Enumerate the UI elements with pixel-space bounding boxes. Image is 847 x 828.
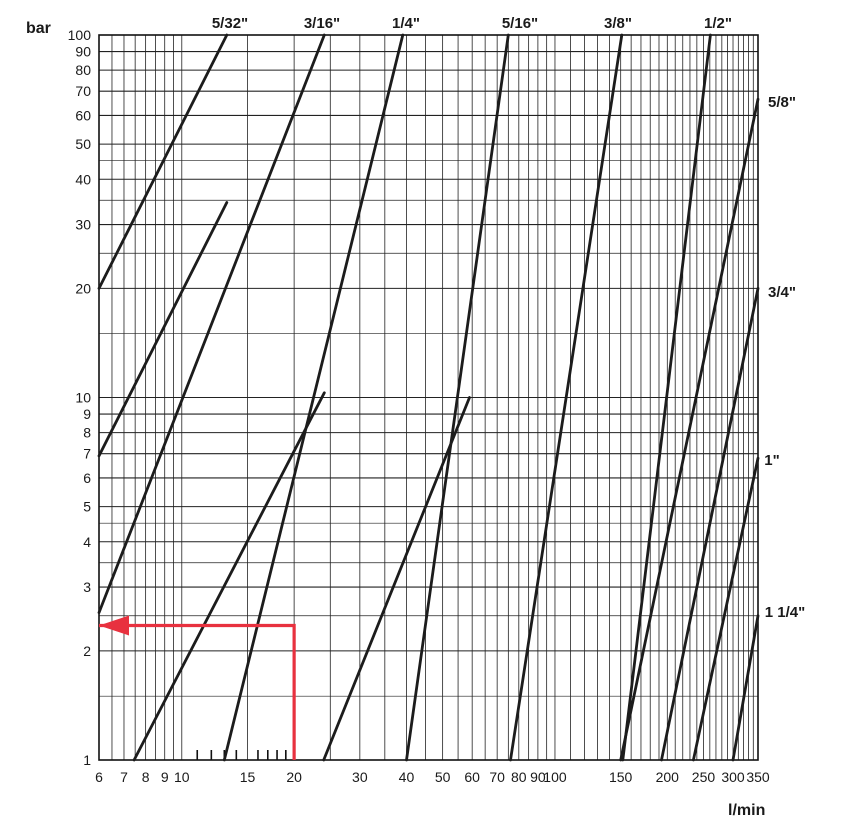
x-tick-label: 7 [120,769,128,785]
annotation-arrow-head [99,615,129,636]
x-tick-label: 50 [435,769,451,785]
y-tick-label: 9 [83,406,91,422]
y-tick-label: 1 [83,752,91,768]
x-tick-label: 90 [530,769,546,785]
x-tick-label: 60 [464,769,480,785]
x-tick-label: 40 [399,769,415,785]
series-line [132,391,326,762]
series-line [97,33,229,290]
x-tick-label: 200 [656,769,680,785]
series-line [509,33,624,762]
series-label: 3/8" [604,15,632,32]
series-label: 1" [764,452,779,469]
series-line [97,33,326,614]
x-tick-label: 70 [489,769,505,785]
x-tick-label: 250 [692,769,716,785]
series-label: 5/8" [768,94,796,111]
series-line [660,286,760,762]
series-label: 5/16" [502,15,538,32]
x-tick-label: 15 [240,769,256,785]
y-axis-label: bar [26,20,51,37]
y-tick-label: 8 [83,425,91,441]
x-tick-label: 9 [161,769,169,785]
series-label: 1 1/4" [765,604,805,621]
series-line [731,614,760,762]
x-tick-label: 30 [352,769,368,785]
series-line [97,201,229,458]
chart-annotation [99,615,296,760]
y-tick-label: 80 [75,62,91,78]
x-tick-label: 150 [609,769,633,785]
y-tick-label: 30 [75,217,91,233]
series-line [322,396,471,762]
y-tick-label: 6 [83,470,91,486]
series-label: 3/4" [768,284,796,301]
x-tick-label: 10 [174,769,190,785]
chart-curves [97,33,760,762]
y-tick-label: 4 [83,534,91,550]
x-tick-label: 80 [511,769,527,785]
y-tick-label: 50 [75,136,91,152]
x-axis-label: l/min [728,802,765,819]
series-line [222,33,405,762]
x-tick-label: 8 [142,769,150,785]
plot-frame [98,34,759,761]
y-tick-label: 2 [83,643,91,659]
x-tick-label: 350 [746,769,770,785]
series-label: 3/16" [304,15,340,32]
x-tick-label: 20 [286,769,302,785]
x-tick-label: 100 [543,769,567,785]
x-tick-label: 300 [721,769,745,785]
y-tick-label: 5 [83,499,91,515]
y-tick-label: 100 [68,27,92,43]
series-line [405,33,510,762]
x-tick-label: 6 [95,769,103,785]
y-tick-label: 20 [75,280,91,296]
series-line [692,456,760,762]
series-line [621,33,712,762]
y-tick-label: 7 [83,446,91,462]
series-label: 5/32" [212,15,248,32]
y-tick-label: 3 [83,579,91,595]
y-tick-label: 70 [75,83,91,99]
series-label: 1/4" [392,15,420,32]
series-label: 1/2" [704,15,732,32]
series-line [619,97,760,762]
y-tick-label: 10 [75,390,91,406]
y-tick-label: 40 [75,171,91,187]
y-tick-label: 90 [75,44,91,60]
chart-grid [98,34,759,761]
annotation-arrow-line [99,623,296,760]
y-tick-label: 60 [75,107,91,123]
